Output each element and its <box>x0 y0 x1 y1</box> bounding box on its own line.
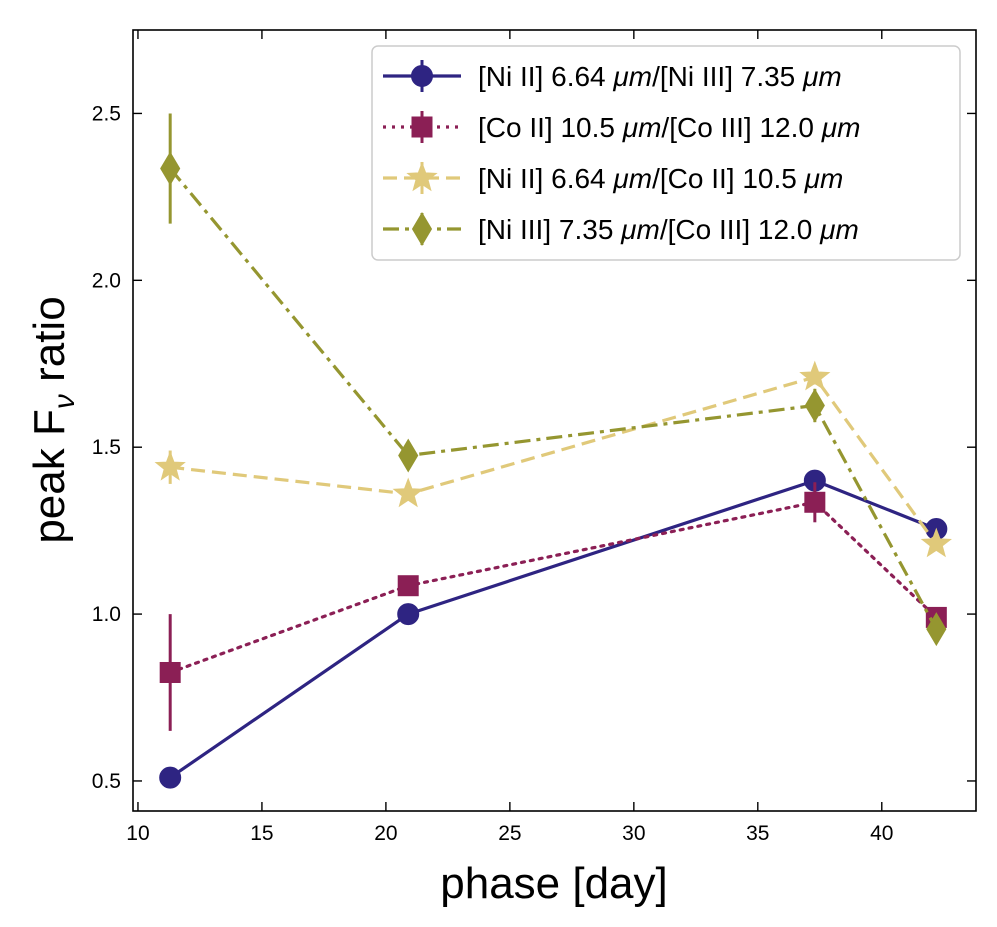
series-4 <box>160 113 947 647</box>
legend-label: [Ni II] 6.64 μm/[Co II] 10.5 μm <box>478 163 843 194</box>
data-point <box>804 388 825 423</box>
y-tick-label: 1.5 <box>92 436 121 459</box>
legend-label: [Co II] 10.5 μm/[Co III] 12.0 μm <box>478 112 860 143</box>
y-tick-label: 2.0 <box>92 269 121 292</box>
data-point <box>920 527 952 558</box>
x-tick-label: 40 <box>870 822 893 845</box>
x-tick-label: 10 <box>126 822 149 845</box>
data-point <box>799 360 831 391</box>
data-point <box>804 491 826 513</box>
y-axis-label: peak Fν ratio <box>25 296 81 543</box>
data-point <box>159 661 181 683</box>
data-point <box>392 477 424 508</box>
y-axis-label-sub: ν <box>48 394 81 409</box>
series-layer <box>154 113 952 789</box>
series-line <box>168 167 938 630</box>
y-tick-label: 0.5 <box>92 770 121 793</box>
series-3 <box>154 360 952 558</box>
data-point <box>397 603 420 626</box>
legend-marker <box>411 116 433 138</box>
legend-marker <box>406 161 438 192</box>
legend-item-1: [Ni II] 6.64 μm/[Ni III] 7.35 μm <box>383 60 842 92</box>
x-tick-label: 35 <box>746 822 769 845</box>
data-point <box>397 575 419 597</box>
series-1 <box>159 469 948 789</box>
y-tick-label: 1.0 <box>92 603 121 626</box>
axis-ticks <box>133 30 976 811</box>
plot-frame <box>132 29 977 812</box>
series-2 <box>159 482 947 731</box>
data-point <box>926 612 947 647</box>
y-tick-label: 2.5 <box>92 102 121 125</box>
legend-frame <box>371 45 961 261</box>
legend-marker <box>411 65 433 87</box>
legend-marker <box>411 212 433 246</box>
legend-item-4: [Ni III] 7.35 μm/[Co III] 12.0 μm <box>383 212 859 246</box>
tick-labels: 10 15 20 25 30 35 40 0.5 1.0 1.5 2.0 2.5 <box>92 102 894 845</box>
data-point <box>160 151 181 186</box>
x-tick-label: 15 <box>250 822 273 845</box>
legend-label: [Ni III] 7.35 μm/[Co III] 12.0 μm <box>478 214 859 245</box>
legend-label: [Ni II] 6.64 μm/[Ni III] 7.35 μm <box>478 61 842 92</box>
x-tick-label: 25 <box>498 822 521 845</box>
x-axis-label: phase [day] <box>440 859 668 908</box>
legend: [Ni II] 6.64 μm/[Ni III] 7.35 μm [Co II] … <box>371 45 961 261</box>
series-line <box>169 479 937 779</box>
series-line <box>170 375 938 545</box>
x-tick-label: 30 <box>622 822 645 845</box>
data-point <box>398 438 419 473</box>
y-axis-label-rest: ratio <box>25 296 74 394</box>
x-tick-label: 20 <box>374 822 397 845</box>
data-point <box>159 766 182 789</box>
legend-item-3: [Ni II] 6.64 μm/[Co II] 10.5 μm <box>383 161 843 194</box>
data-point <box>154 450 186 481</box>
y-axis-label-main: peak F <box>25 409 74 544</box>
series-line <box>168 500 938 675</box>
legend-item-2: [Co II] 10.5 μm/[Co III] 12.0 μm <box>383 111 860 143</box>
